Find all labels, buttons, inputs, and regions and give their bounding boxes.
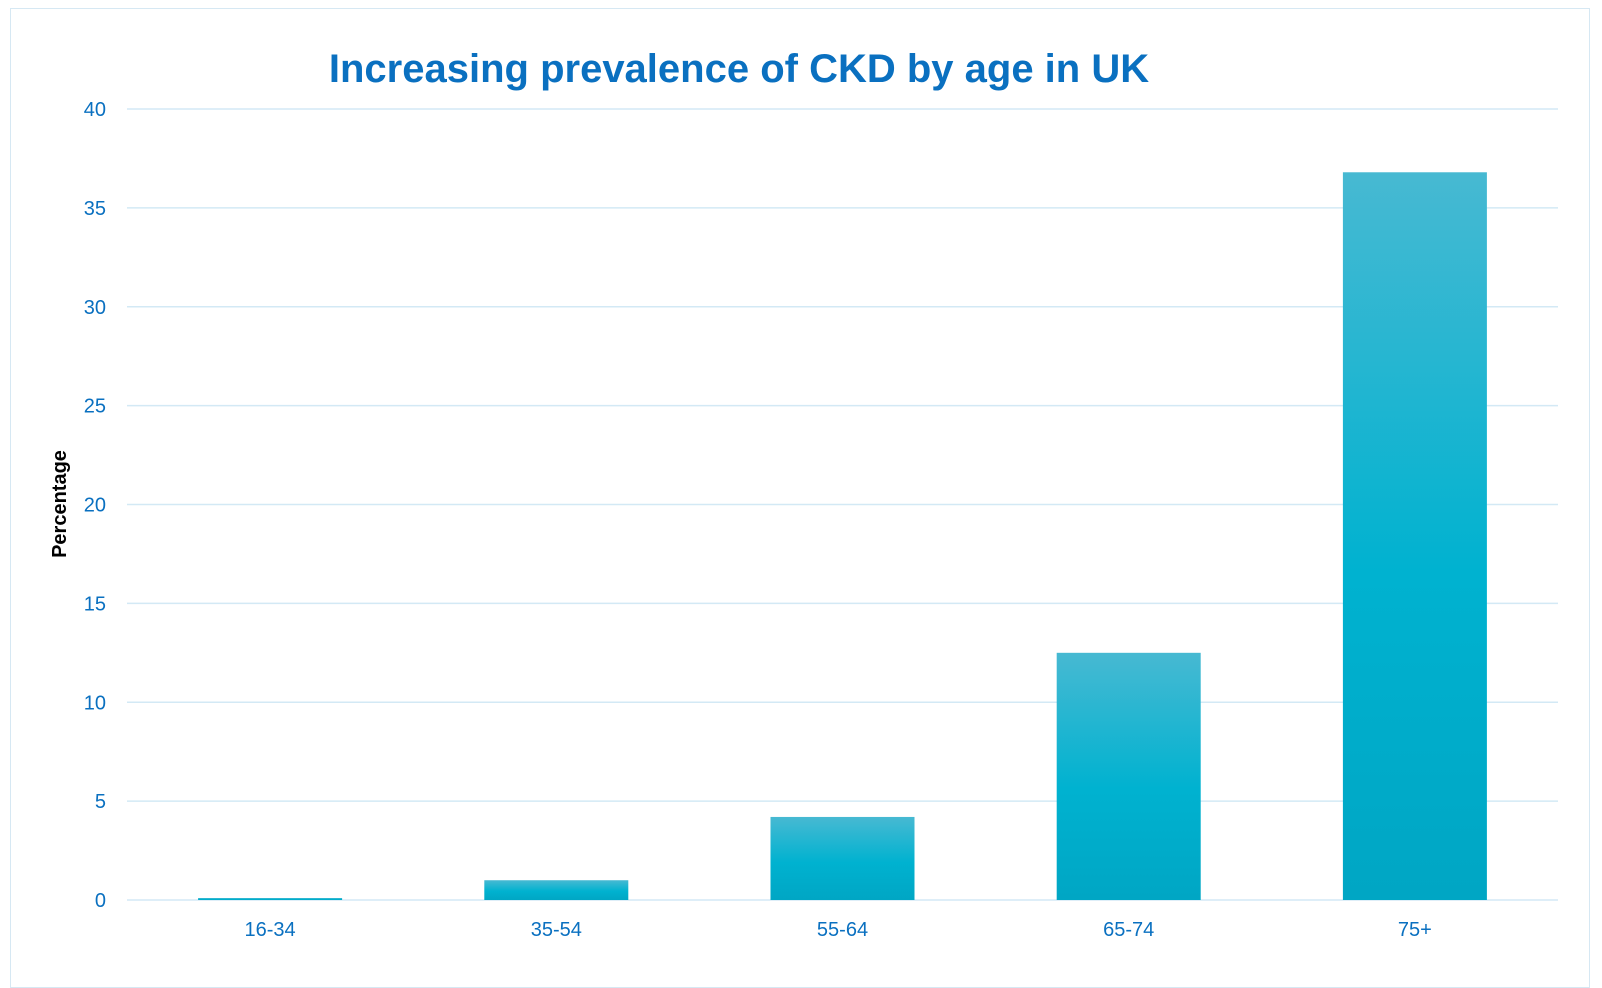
bar-75+ — [1342, 172, 1487, 900]
x-tick-label: 65-74 — [1103, 919, 1154, 941]
y-tick-label: 0 — [95, 890, 106, 912]
bar-55-64 — [770, 816, 915, 900]
bar-16-34 — [198, 898, 343, 900]
chart-title: Increasing prevalence of CKD by age in U… — [329, 47, 1149, 91]
gridlines — [127, 108, 1558, 901]
bars — [198, 172, 1487, 900]
y-tick-label: 40 — [84, 99, 106, 121]
y-tick-label: 20 — [84, 495, 106, 517]
y-axis-ticks: 0 5 10 15 20 25 30 35 40 — [84, 99, 106, 912]
bar-65-74 — [1056, 652, 1201, 900]
y-tick-label: 10 — [84, 692, 106, 714]
x-tick-label: 75+ — [1398, 919, 1432, 941]
y-tick-label: 15 — [84, 593, 106, 615]
y-tick-label: 5 — [95, 791, 106, 813]
x-axis-ticks: 16-34 35-54 55-64 65-74 75+ — [245, 919, 1432, 941]
x-tick-label: 55-64 — [817, 919, 868, 941]
x-tick-label: 16-34 — [245, 919, 296, 941]
y-axis-label: Percentage — [49, 450, 71, 558]
y-tick-label: 25 — [84, 396, 106, 418]
bar-35-54 — [484, 880, 629, 900]
y-tick-label: 30 — [84, 297, 106, 319]
y-tick-label: 35 — [84, 198, 106, 220]
x-tick-label: 35-54 — [531, 919, 582, 941]
